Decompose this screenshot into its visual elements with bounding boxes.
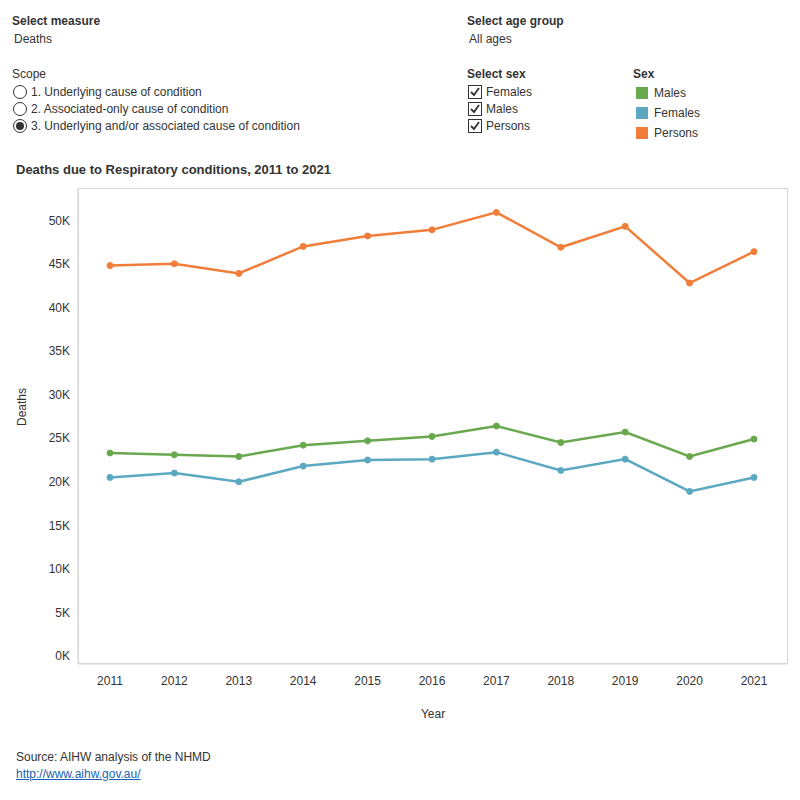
html-text:Males: Males (486, 102, 518, 116)
html-text:Scope: Scope (12, 67, 46, 81)
html-text:Sex: Sex (633, 67, 655, 81)
html-text:2. Associated-only cause of co: 2. Associated-only cause of condition (31, 102, 229, 116)
html-text:Persons: Persons (486, 119, 530, 133)
svg-text:10K: 10K (49, 562, 70, 576)
html-text:http://www.aihw.gov.au/: http://www.aihw.gov.au/ (16, 767, 141, 781)
html-text:Select sex: Select sex (467, 67, 526, 81)
svg-text:30K: 30K (49, 388, 70, 402)
svg-text:2018: 2018 (547, 674, 574, 688)
html-text:Source: AIHW analysis of the N: Source: AIHW analysis of the NHMD (16, 750, 211, 764)
svg-text:2014: 2014 (290, 674, 317, 688)
svg-text:0K: 0K (55, 649, 70, 663)
html-text:3. Underlying and/or associate: 3. Underlying and/or associated cause of… (31, 119, 300, 133)
html-text:Males: Males (654, 86, 686, 100)
html-text:Select measure: Select measure (12, 14, 101, 28)
svg-text:2016: 2016 (419, 674, 446, 688)
svg-text:45K: 45K (49, 257, 70, 271)
svg-text:2021: 2021 (741, 674, 768, 688)
svg-text:40K: 40K (49, 301, 70, 315)
svg-text:2015: 2015 (354, 674, 381, 688)
svg-text:2013: 2013 (225, 674, 252, 688)
html-text:Females: Females (486, 85, 532, 99)
svg-text:5K: 5K (55, 606, 70, 620)
svg-text:15K: 15K (49, 519, 70, 533)
svg-text:35K: 35K (49, 344, 70, 358)
html-text:Persons: Persons (654, 126, 698, 140)
svg-text:Year: Year (421, 707, 445, 721)
html-text:Females: Females (654, 106, 700, 120)
svg-text:50K: 50K (49, 214, 70, 228)
html-text:1. Underlying cause of conditi: 1. Underlying cause of condition (31, 85, 202, 99)
svg-text:Deaths: Deaths (15, 388, 29, 426)
svg-text:2020: 2020 (676, 674, 703, 688)
html-text:Select age group: Select age group (467, 14, 564, 28)
svg-text:25K: 25K (49, 431, 70, 445)
html-text:Deaths due to Respiratory cond: Deaths due to Respiratory conditions, 20… (16, 162, 331, 177)
html-text:Deaths: Deaths (14, 32, 52, 46)
svg-text:2017: 2017 (483, 674, 510, 688)
svg-text:2019: 2019 (612, 674, 639, 688)
svg-text:2012: 2012 (161, 674, 188, 688)
html-text:All ages: All ages (469, 32, 512, 46)
svg-text:2011: 2011 (97, 674, 123, 688)
svg-text:20K: 20K (49, 475, 70, 489)
